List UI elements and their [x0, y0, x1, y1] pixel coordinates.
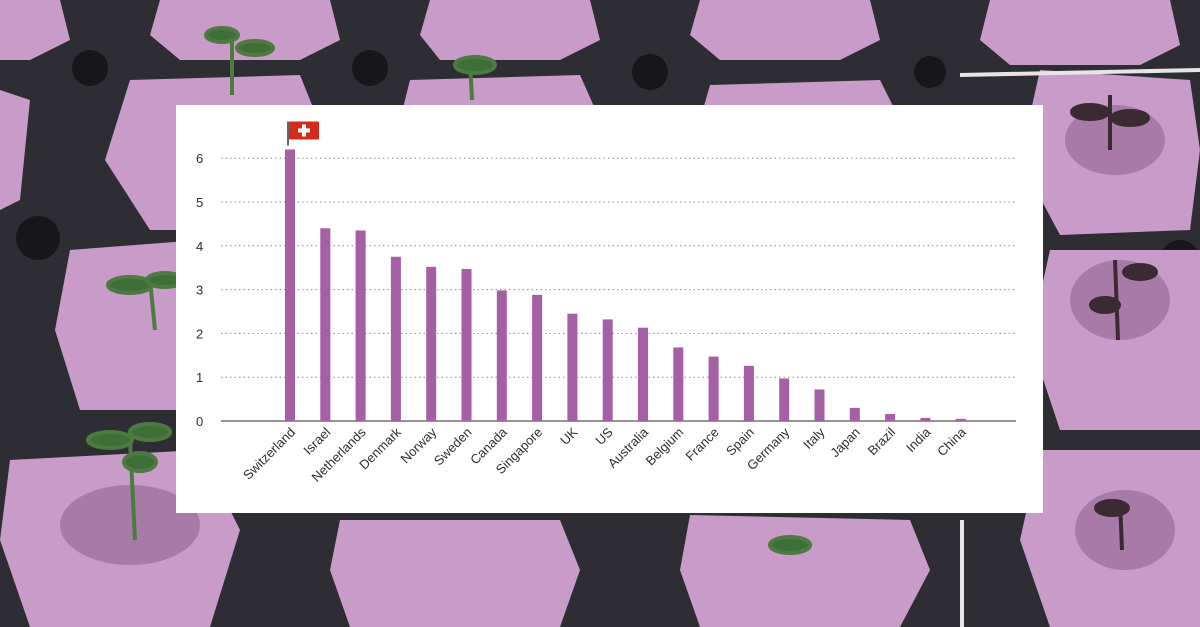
bar-uk	[567, 313, 578, 421]
bar-switzerland	[285, 149, 295, 421]
x-tick-label: Brazil	[865, 424, 899, 458]
x-tick-label: UK	[557, 424, 581, 448]
y-axis-ticks: 0 1 2 3 4 5 6	[196, 151, 203, 429]
x-tick-label: Italy	[800, 424, 828, 452]
x-tick-label: Sweden	[431, 425, 475, 469]
y-tick-label: 6	[196, 151, 203, 166]
root-strand	[959, 68, 1200, 77]
bar-norway	[426, 266, 437, 421]
grid-lines	[221, 157, 1016, 422]
y-tick-label: 1	[196, 370, 203, 385]
bar-netherlands	[355, 230, 366, 421]
x-tick-label: India	[903, 424, 934, 455]
bar-japan	[849, 407, 860, 421]
x-tick-label: Australia	[605, 424, 652, 471]
x-tick-label: Belgium	[643, 425, 687, 469]
x-tick-label: US	[592, 424, 616, 448]
y-tick-label: 3	[196, 283, 203, 298]
bar-canada	[496, 290, 507, 421]
bars	[285, 149, 966, 421]
y-tick-label: 4	[196, 239, 203, 254]
x-tick-label: France	[682, 425, 721, 464]
x-tick-label: China	[934, 424, 969, 459]
bar-singapore	[532, 294, 543, 421]
bar-spain	[743, 365, 754, 421]
x-axis-labels: Switzerland IsraelNetherlandsDenmarkNorwa…	[240, 424, 969, 485]
bar-israel	[320, 228, 331, 421]
y-tick-label: 2	[196, 326, 203, 341]
y-tick-label: 5	[196, 195, 203, 210]
bar-india	[920, 417, 931, 421]
bar-us	[602, 319, 613, 421]
x-tick-label: Israel	[300, 424, 333, 457]
x-tick-label: Switzerland	[240, 425, 298, 483]
bar-china	[955, 418, 966, 421]
bar-france	[708, 356, 719, 421]
seedlings	[86, 26, 812, 555]
chart-card: 0 1 2 3 4 5 6 Switzerland Israel Netherlands Denm…	[176, 105, 1043, 513]
swiss-flag-icon	[289, 121, 319, 140]
x-tick-label: Japan	[827, 425, 863, 461]
bar-australia	[638, 327, 648, 421]
y-tick-label: 0	[196, 414, 203, 429]
bar-sweden	[461, 269, 472, 421]
bar-chart: 0 1 2 3 4 5 6 Switzerland IsraelNetherlandsDenm…	[196, 121, 1016, 485]
bar-italy	[814, 389, 825, 421]
purple-seedlings	[1070, 95, 1158, 551]
bar-brazil	[885, 413, 896, 421]
flag-marker	[287, 121, 319, 146]
bar-belgium	[673, 347, 684, 421]
bar-denmark	[390, 256, 401, 421]
bar-germany	[779, 378, 790, 421]
